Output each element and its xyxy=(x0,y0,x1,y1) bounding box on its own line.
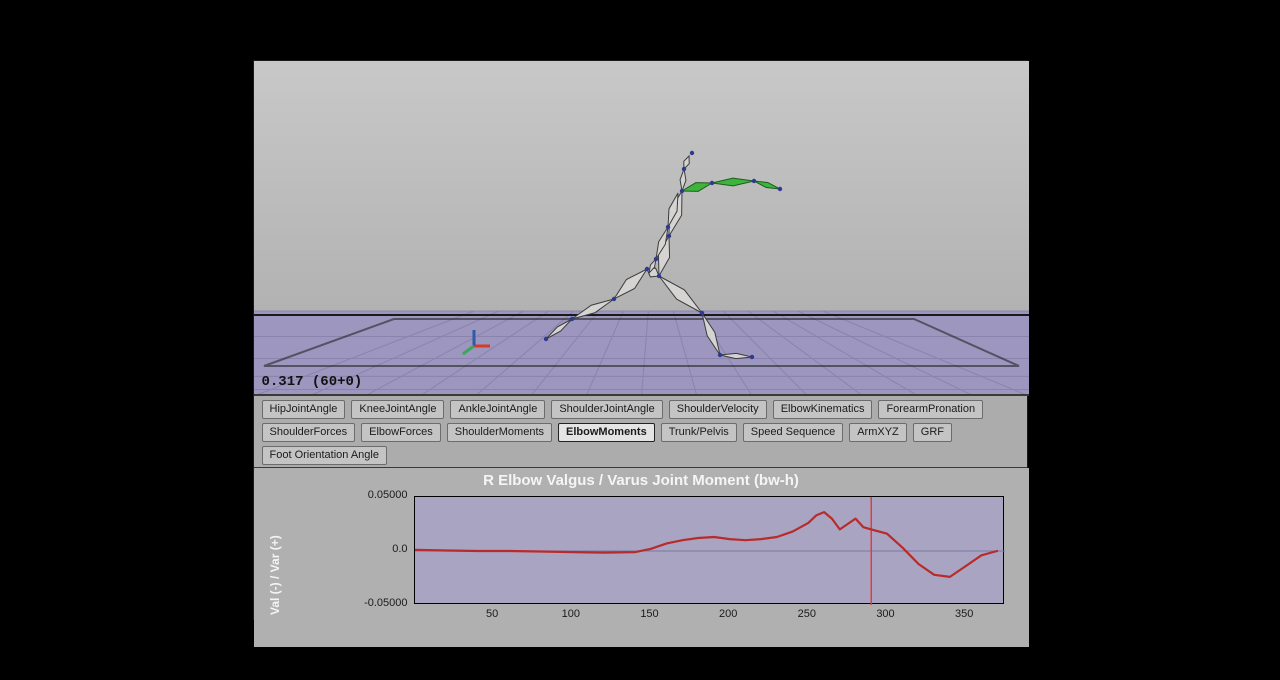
chart-ytick: 0.05000 xyxy=(348,489,408,501)
tab-hipjointangle[interactable]: HipJointAngle xyxy=(262,400,346,419)
chart-ytick: -0.05000 xyxy=(348,597,408,609)
chart-ytick: 0.0 xyxy=(348,543,408,555)
tab-shoulderjointangle[interactable]: ShoulderJointAngle xyxy=(551,400,662,419)
tab-armxyz[interactable]: ArmXYZ xyxy=(849,423,907,442)
tab-elbowkinematics[interactable]: ElbowKinematics xyxy=(773,400,873,419)
tab-speed-sequence[interactable]: Speed Sequence xyxy=(743,423,843,442)
chart-plot[interactable] xyxy=(414,496,1004,604)
tab-elbowforces[interactable]: ElbowForces xyxy=(361,423,441,442)
chart-xtick: 300 xyxy=(871,608,901,620)
tab-kneejointangle[interactable]: KneeJointAngle xyxy=(351,400,444,419)
frame-timestamp: 0.317 (60+0) xyxy=(262,374,363,390)
tab-shouldermoments[interactable]: ShoulderMoments xyxy=(447,423,552,442)
tab-shoulderforces[interactable]: ShoulderForces xyxy=(262,423,356,442)
app-window: 0.317 (60+0) HipJointAngle KneeJointAngle A… xyxy=(253,60,1028,620)
chart-xtick: 350 xyxy=(949,608,979,620)
tab-forearmpronation[interactable]: ForearmPronation xyxy=(878,400,983,419)
viewport-3d[interactable]: 0.317 (60+0) xyxy=(254,61,1029,396)
chart-y-axis-label: Val (-) / Var (+) xyxy=(268,535,282,615)
tab-elbowmoments[interactable]: ElbowMoments xyxy=(558,423,655,442)
tab-anklejointangle[interactable]: AnkleJointAngle xyxy=(450,400,545,419)
chart-area: R Elbow Valgus / Varus Joint Moment (bw-… xyxy=(254,468,1029,647)
tab-trunk-pelvis[interactable]: Trunk/Pelvis xyxy=(661,423,737,442)
tab-shouldervelocity[interactable]: ShoulderVelocity xyxy=(669,400,767,419)
chart-title: R Elbow Valgus / Varus Joint Moment (bw-… xyxy=(254,472,1029,489)
chart-xtick: 250 xyxy=(792,608,822,620)
tab-bar: HipJointAngle KneeJointAngle AnkleJointAng… xyxy=(254,396,1027,468)
chart-xtick: 200 xyxy=(713,608,743,620)
tab-grf[interactable]: GRF xyxy=(913,423,952,442)
chart-xtick: 50 xyxy=(477,608,507,620)
tab-foot-orientation-angle[interactable]: Foot Orientation Angle xyxy=(262,446,387,465)
chart-xtick: 100 xyxy=(556,608,586,620)
chart-xtick: 150 xyxy=(635,608,665,620)
